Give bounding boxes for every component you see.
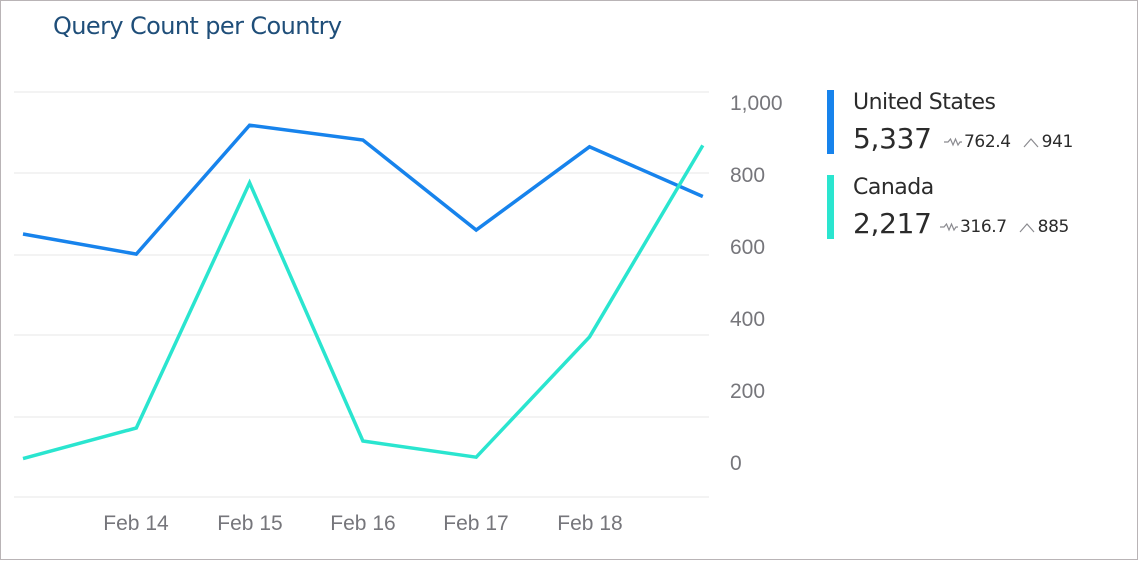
peak-icon [1019, 223, 1035, 233]
series-lines [22, 123, 705, 461]
legend-average-value: 762.4 [964, 132, 1011, 152]
peak-icon [1023, 138, 1039, 148]
legend-color-swatch [827, 175, 834, 239]
average-icon [940, 222, 958, 232]
x-tick-label: Feb 15 [217, 512, 283, 535]
legend-series-stats: 316.7 885 [939, 217, 1069, 237]
legend-series-name: United States [853, 90, 996, 115]
y-tick-label: 400 [730, 308, 766, 331]
legend-max-value: 941 [1041, 132, 1074, 152]
y-tick-label: 800 [730, 164, 766, 187]
x-tick-label: Feb 14 [103, 512, 169, 535]
y-tick-label: 600 [730, 236, 766, 259]
x-tick-label: Feb 18 [557, 512, 623, 535]
y-tick-label: 200 [730, 380, 766, 403]
x-tick-label: Feb 17 [443, 512, 509, 535]
legend-series-total: 2,217 [853, 207, 932, 240]
legend-series-stats: 762.4 941 [943, 132, 1073, 152]
series-line-canada[interactable] [22, 144, 705, 461]
legend-series-name: Canada [853, 175, 934, 200]
legend-max-value: 885 [1037, 217, 1070, 237]
series-line-united-states[interactable] [22, 123, 704, 256]
y-tick-label: 0 [730, 452, 742, 475]
chart-title: Query Count per Country [53, 12, 342, 40]
legend-color-swatch [827, 90, 834, 154]
average-icon [944, 137, 962, 147]
legend-series-total: 5,337 [853, 122, 932, 155]
x-tick-label: Feb 16 [330, 512, 396, 535]
y-tick-label: 1,000 [730, 92, 783, 115]
gridlines [14, 91, 709, 498]
legend-average-value: 316.7 [960, 217, 1007, 237]
